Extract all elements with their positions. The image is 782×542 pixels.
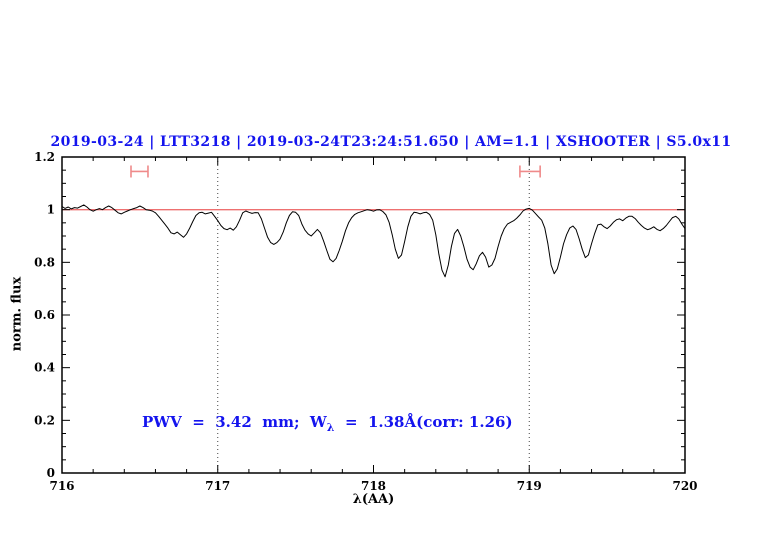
y-tick-label: 0.6 bbox=[34, 308, 55, 322]
x-tick-label: 720 bbox=[672, 479, 697, 493]
x-tick-label: 719 bbox=[517, 479, 542, 493]
plot-title: 2019-03-24 | LTT3218 | 2019-03-24T23:24:… bbox=[50, 134, 732, 150]
y-tick-label: 0.2 bbox=[34, 413, 55, 427]
y-tick-label: 0 bbox=[47, 466, 55, 480]
annotation-post: = 1.38Å(corr: 1.26) bbox=[334, 413, 513, 431]
y-tick-label: 0.4 bbox=[34, 361, 55, 375]
x-axis-label: λ(AA) bbox=[352, 492, 395, 507]
annotation-sub-lambda: λ bbox=[326, 421, 335, 434]
x-tick-label: 717 bbox=[205, 479, 230, 493]
y-tick-label: 0.8 bbox=[34, 255, 55, 269]
spectrum-trace bbox=[61, 204, 686, 278]
y-axis-label: norm. flux bbox=[9, 276, 25, 352]
y-tick-label: 1.2 bbox=[34, 150, 55, 164]
y-tick-label: 1 bbox=[47, 203, 55, 217]
x-tick-label: 716 bbox=[49, 479, 74, 493]
annotation-pre: PWV = 3.42 mm; W bbox=[142, 413, 327, 431]
x-tick-label: 718 bbox=[361, 479, 386, 493]
plot-frame bbox=[61, 156, 686, 474]
pwv-annotation: PWV = 3.42 mm; Wλ = 1.38Å(corr: 1.26) bbox=[142, 413, 513, 434]
